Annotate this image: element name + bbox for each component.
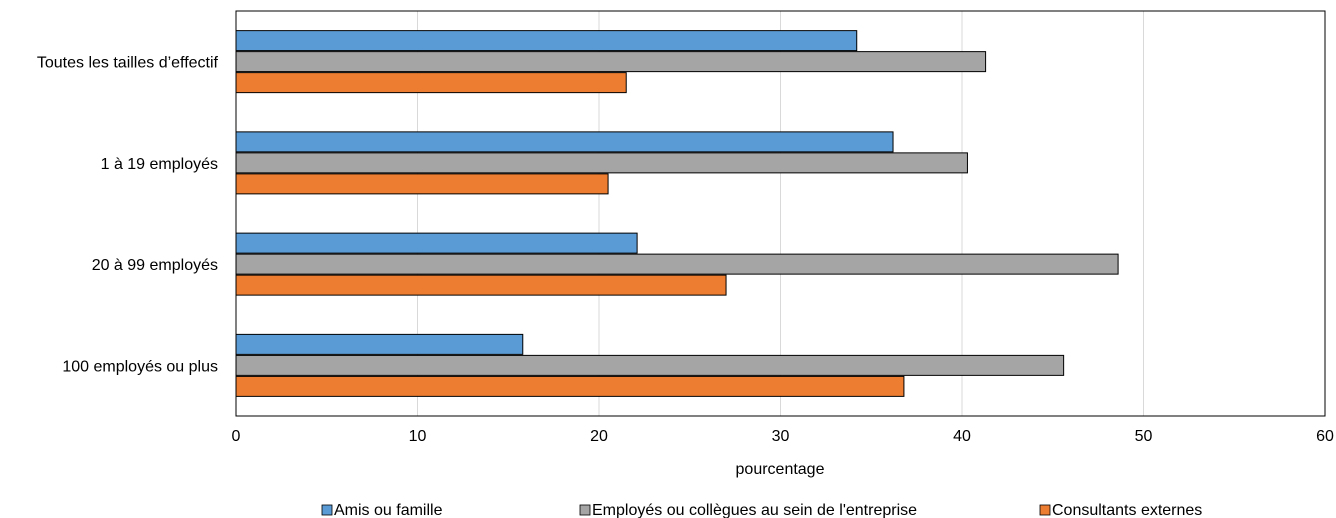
- bar-2-1: [235, 253, 1119, 275]
- bar-3-1: [235, 354, 1065, 376]
- bar-1-0: [235, 131, 894, 153]
- bar-0-1: [235, 51, 987, 73]
- x-tick-label: 50: [1135, 428, 1153, 445]
- legend-label: Consultants externes: [1052, 502, 1202, 518]
- category-label: 20 à 99 employés: [92, 257, 218, 274]
- legend-swatch-2: [1039, 504, 1051, 516]
- legend-label: Employés ou collègues au sein de l'entre…: [592, 502, 917, 518]
- category-label: 1 à 19 employés: [101, 156, 218, 173]
- bar-3-0: [235, 333, 524, 355]
- bar-0-0: [235, 30, 858, 52]
- category-label: Toutes les tailles d’effectif: [37, 55, 219, 72]
- bar-2-0: [235, 232, 638, 254]
- bar-1-1: [235, 152, 968, 174]
- x-axis-title: pourcentage: [736, 461, 825, 478]
- category-labels: Toutes les tailles d’effectif 1 à 19 empl…: [37, 55, 219, 376]
- bar-0-2: [235, 72, 627, 94]
- x-tick-label: 20: [590, 428, 608, 445]
- legend: Amis ou famille Employés ou collègues au …: [321, 502, 1202, 518]
- x-tick-label: 40: [953, 428, 971, 445]
- x-tick-label: 30: [772, 428, 790, 445]
- x-tick-label: 10: [409, 428, 427, 445]
- bar-3-2: [235, 375, 905, 397]
- legend-label: Amis ou famille: [334, 502, 443, 518]
- legend-swatch-1: [579, 504, 591, 516]
- plot-area-border: [235, 10, 1326, 417]
- x-tick-labels: 0 10 20 30 40 50 60: [232, 428, 1334, 445]
- bars: [235, 30, 1119, 397]
- bar-2-2: [235, 274, 727, 296]
- category-label: 100 employés ou plus: [62, 358, 218, 375]
- bar-1-2: [235, 173, 609, 195]
- x-tick-label: 0: [232, 428, 241, 445]
- legend-swatch-0: [321, 504, 333, 516]
- x-tick-label: 60: [1316, 428, 1334, 445]
